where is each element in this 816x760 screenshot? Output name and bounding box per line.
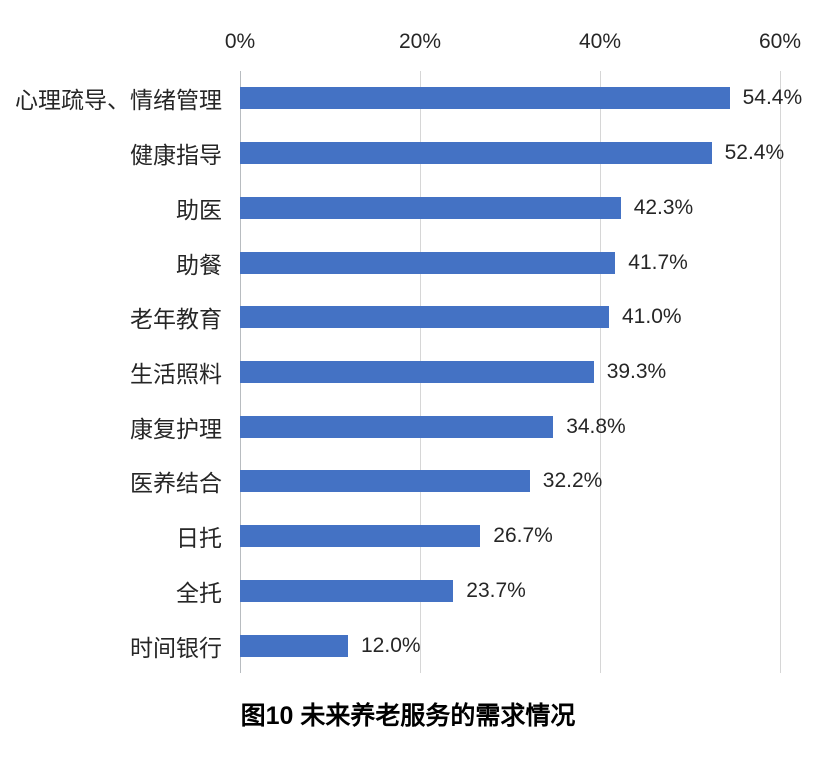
category-label: 全托: [176, 579, 222, 606]
category-label: 医养结合: [130, 470, 222, 497]
bar: [240, 415, 554, 438]
bar: [240, 634, 348, 657]
bar: [240, 87, 730, 110]
category-label: 时间银行: [130, 634, 222, 661]
category-label: 生活照料: [130, 361, 222, 387]
category-label: 助餐: [176, 251, 222, 278]
value-label: 26.7%: [493, 524, 553, 548]
value-label: 39.3%: [606, 360, 667, 383]
bar: [240, 306, 609, 329]
bar: [240, 142, 712, 165]
value-label: 32.2%: [542, 469, 603, 493]
category-label: 日托: [176, 525, 222, 552]
value-label: 34.8%: [566, 414, 626, 438]
x-axis-tick-label: 60%: [758, 30, 802, 53]
category-label: 心理疏导、情绪管理: [15, 87, 222, 114]
x-axis-tick-label: 40%: [578, 30, 622, 53]
value-label: 12.0%: [361, 633, 421, 657]
value-label: 54.4%: [742, 86, 803, 110]
category-label: 健康指导: [130, 142, 222, 169]
gridline: [780, 71, 781, 673]
bar: [240, 525, 481, 548]
value-label: 42.3%: [633, 195, 694, 219]
bar: [240, 470, 530, 493]
value-label: 41.0%: [622, 305, 682, 329]
value-label: 52.4%: [724, 141, 785, 165]
value-label: 23.7%: [466, 578, 526, 602]
bar: [240, 251, 616, 274]
gridline: [600, 71, 601, 673]
category-label: 康复护理: [130, 415, 222, 442]
bar: [240, 361, 594, 383]
category-label: 助医: [176, 196, 222, 223]
bar: [240, 579, 454, 602]
category-label: 老年教育: [130, 306, 222, 333]
x-axis-tick-label: 20%: [398, 30, 442, 53]
value-label: 41.7%: [628, 250, 688, 274]
chart-title: 图10 未来养老服务的需求情况: [240, 702, 576, 730]
x-axis-tick-label: 0%: [224, 30, 256, 53]
bar: [240, 196, 621, 219]
